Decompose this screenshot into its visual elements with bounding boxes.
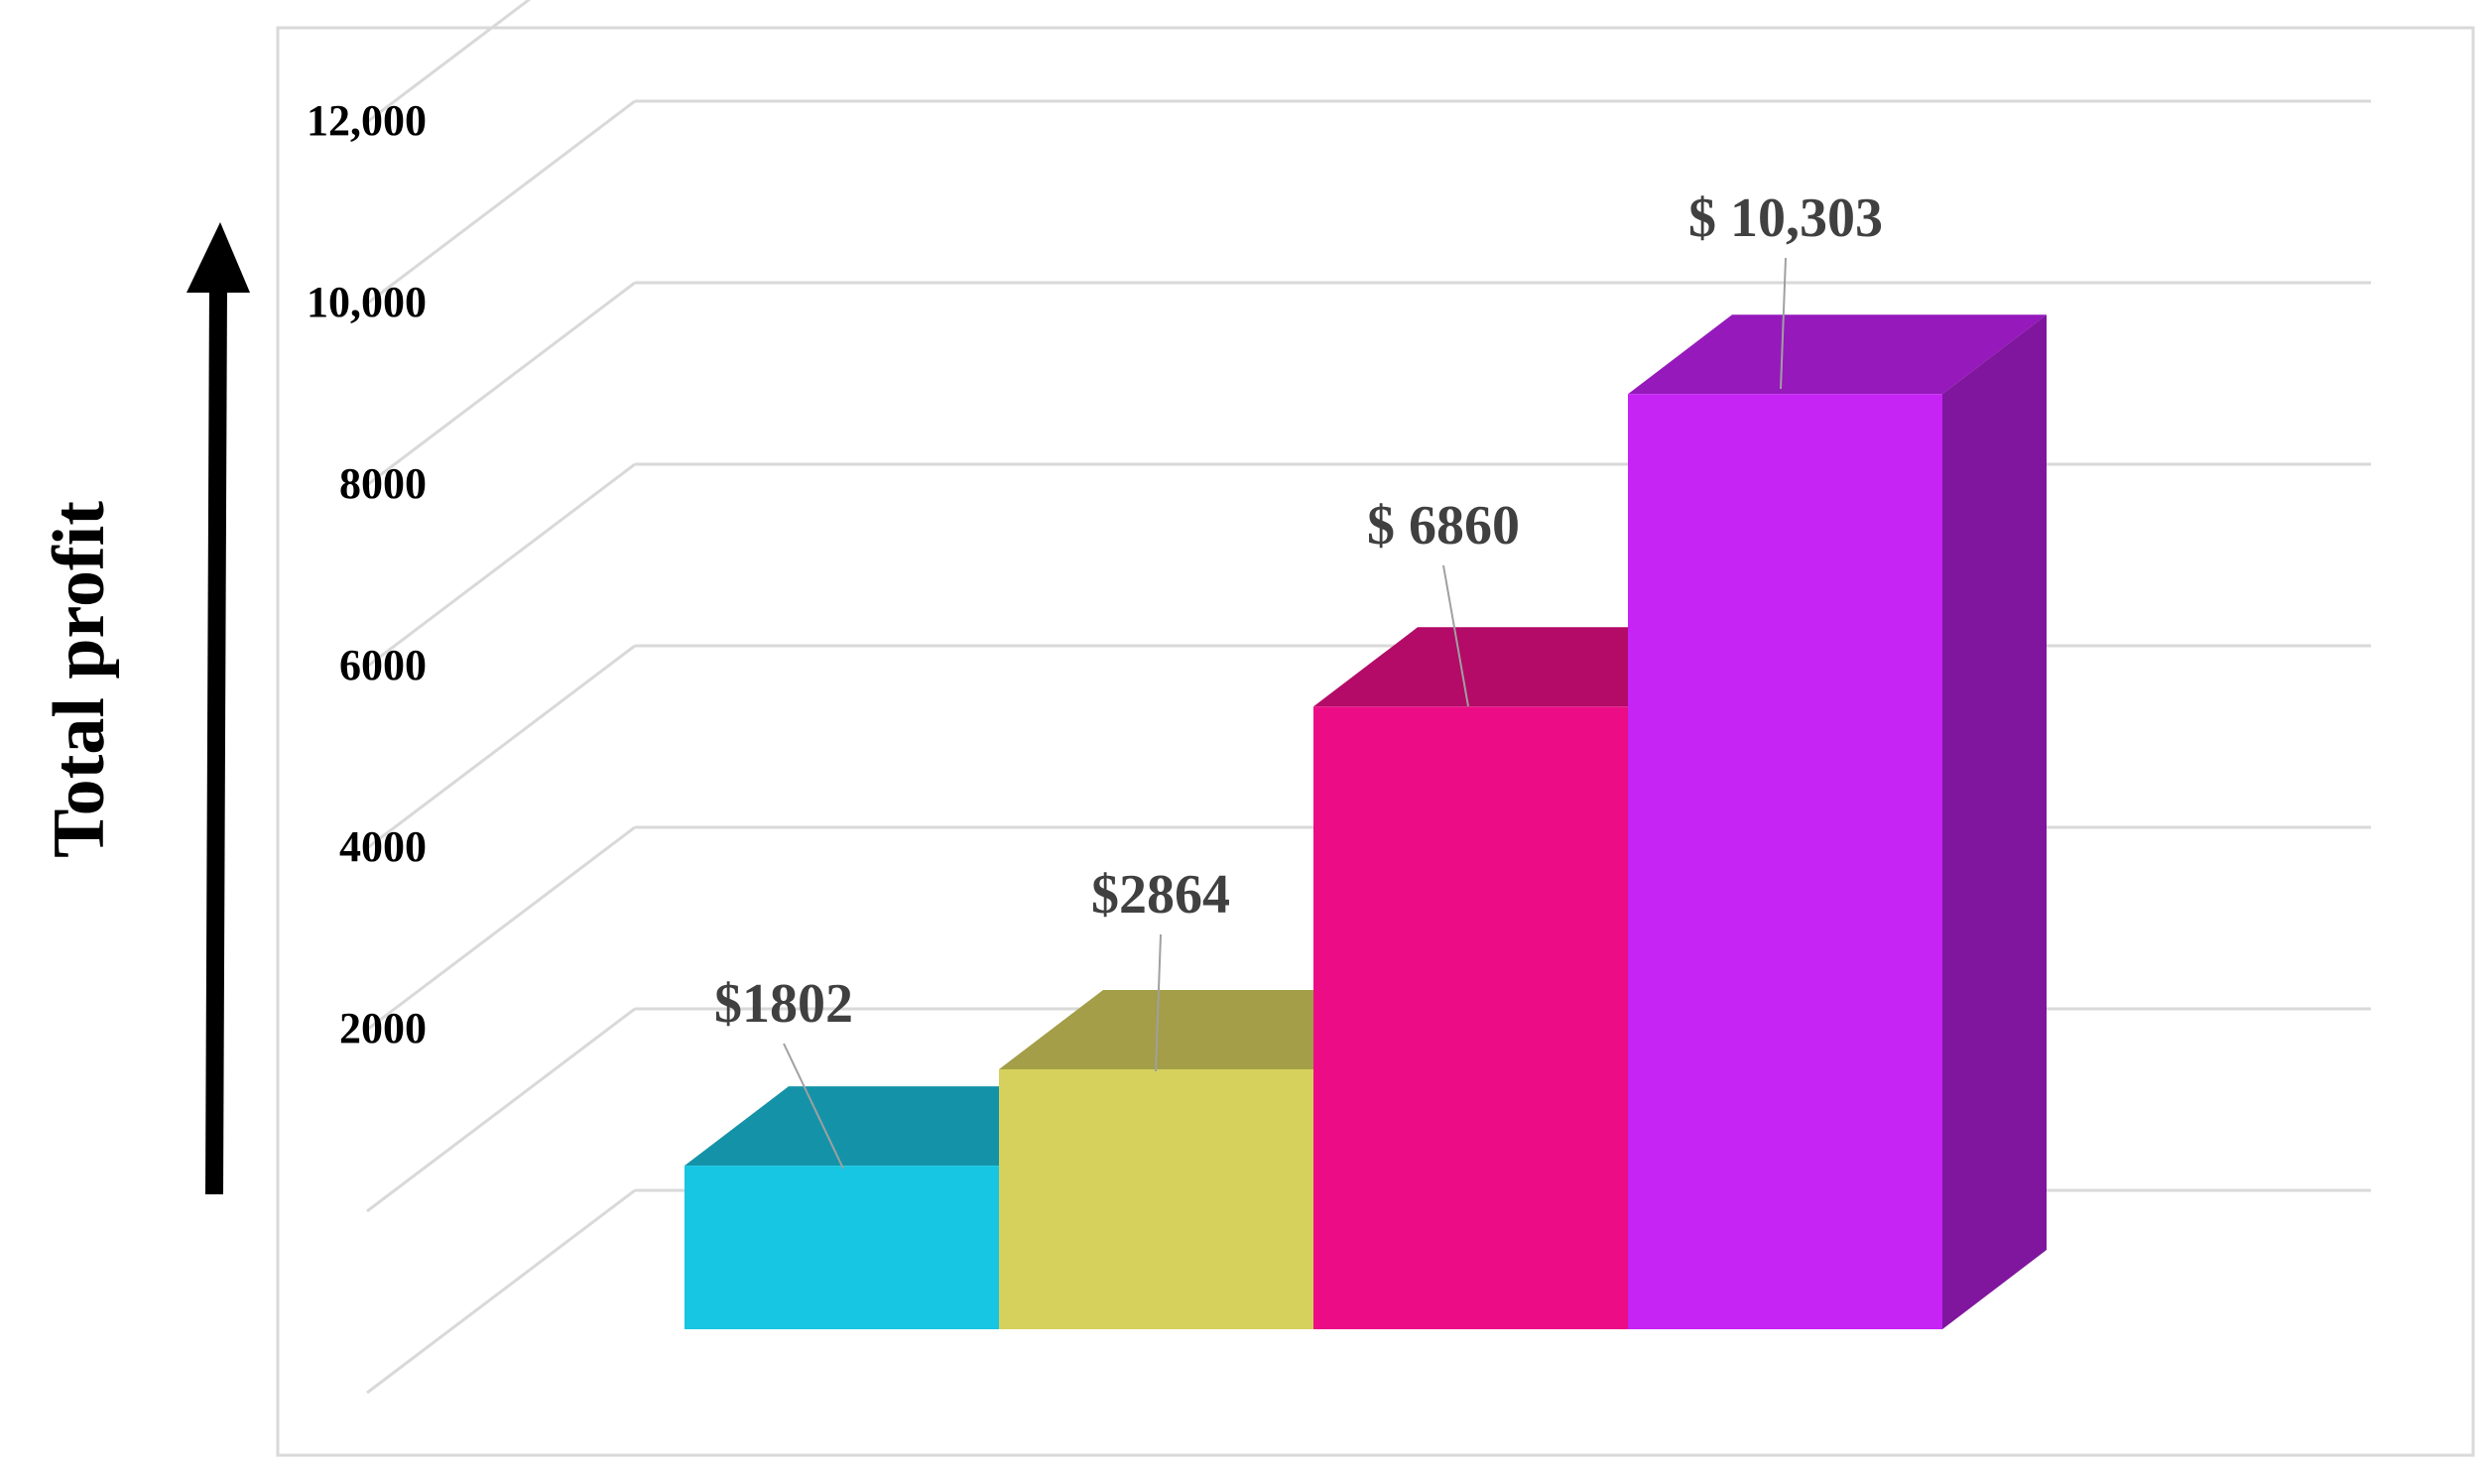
bar-front-face bbox=[1628, 394, 1942, 1329]
gridline bbox=[366, 99, 2371, 306]
leader-line bbox=[783, 1043, 844, 1170]
bar-top-face bbox=[999, 989, 1418, 1069]
y-tick-label: 8000 bbox=[339, 459, 427, 508]
bar-top-face bbox=[1628, 314, 2047, 395]
y-tick-label: 6000 bbox=[339, 641, 427, 689]
bars bbox=[685, 314, 2047, 1329]
y-tick-label: 12,000 bbox=[307, 96, 427, 145]
y-axis-ticks: 2000 4000 6000 8000 10,000 12,000 bbox=[307, 96, 427, 1052]
bar-front-face bbox=[685, 1166, 999, 1329]
data-label-text: $ 10,303 bbox=[1688, 187, 1883, 249]
y-tick-label: 4000 bbox=[339, 822, 427, 871]
bar-side-face bbox=[1942, 314, 2047, 1329]
bar bbox=[1628, 314, 2047, 1329]
data-label-text: $2864 bbox=[1091, 864, 1230, 926]
data-label: $ 6860 bbox=[1367, 495, 1520, 707]
bar bbox=[999, 989, 1418, 1329]
y-tick-label: 10,000 bbox=[307, 278, 427, 326]
bar-front-face bbox=[999, 1068, 1313, 1329]
bar bbox=[685, 1086, 1103, 1329]
y-tick-label: 2000 bbox=[339, 1004, 427, 1052]
data-labels: $1802 $2864 $ 6860 $ 10,303 bbox=[714, 187, 1883, 1170]
bar-front-face bbox=[1313, 706, 1628, 1329]
data-label: $2864 bbox=[1091, 864, 1230, 1072]
y-axis-arrow bbox=[187, 222, 250, 1195]
data-label: $1802 bbox=[714, 973, 853, 1170]
gridline bbox=[366, 0, 532, 124]
gridline bbox=[366, 462, 2371, 669]
data-label-text: $1802 bbox=[714, 973, 853, 1035]
y-axis-title: Total profit bbox=[39, 501, 120, 858]
gridline bbox=[366, 281, 2371, 487]
bar-top-face bbox=[685, 1086, 1103, 1167]
leader-line bbox=[1442, 564, 1469, 707]
data-label-text: $ 6860 bbox=[1367, 495, 1520, 556]
bar bbox=[1313, 627, 1732, 1329]
leader-line bbox=[1780, 257, 1787, 390]
bar-top-face bbox=[1313, 627, 1732, 707]
data-label: $ 10,303 bbox=[1688, 187, 1883, 390]
leader-line bbox=[1155, 933, 1162, 1072]
